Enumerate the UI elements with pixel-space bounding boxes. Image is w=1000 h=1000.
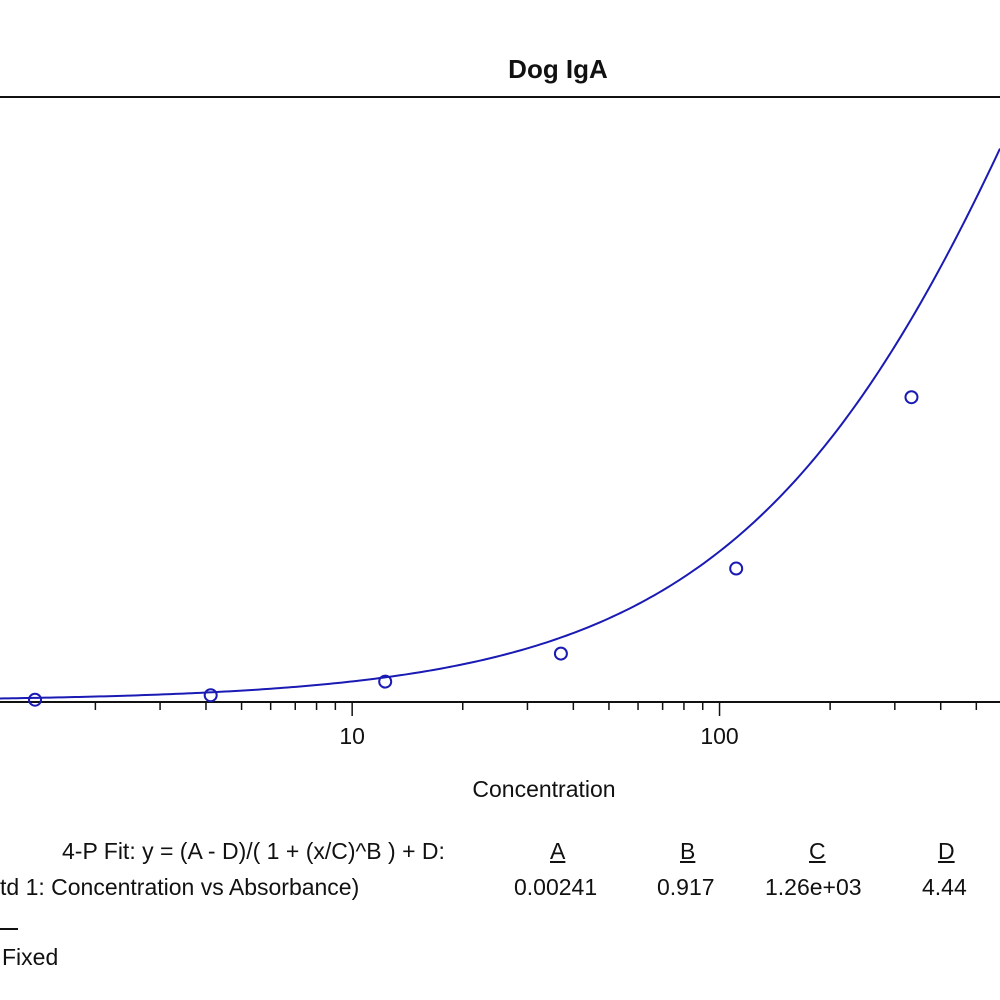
param-header-a: A <box>550 838 566 864</box>
param-header-d: D <box>938 838 955 864</box>
data-point <box>553 646 568 661</box>
data-point <box>378 674 393 689</box>
param-header-c: C <box>809 838 826 864</box>
data-point <box>203 688 218 703</box>
fit-curve <box>0 148 1000 700</box>
fixed-label: Fixed <box>2 944 59 970</box>
x-tick-label: 10 <box>339 723 365 749</box>
data-point <box>904 390 919 405</box>
data-point <box>28 692 43 707</box>
param-header-b: B <box>680 838 696 864</box>
fit-row-label: td 1: Concentration vs Absorbance) <box>0 874 360 900</box>
data-points <box>28 390 919 707</box>
param-value-a: 0.00241 <box>514 874 598 900</box>
param-value-b: 0.917 <box>657 874 715 900</box>
fit-equation: 4-P Fit: y = (A - D)/( 1 + (x/C)^B ) + D… <box>62 838 445 864</box>
param-value-d: 4.44 <box>922 874 967 900</box>
param-value-c: 1.26e+03 <box>765 874 862 900</box>
data-point <box>729 561 744 576</box>
x-axis-ticks <box>94 702 978 716</box>
x-axis-tick-labels: 10 100 <box>339 723 738 749</box>
legend-line <box>0 928 18 930</box>
x-tick-label: 100 <box>700 723 738 749</box>
chart-title: Dog IgA <box>508 54 608 84</box>
x-axis-label: Concentration <box>472 776 615 802</box>
